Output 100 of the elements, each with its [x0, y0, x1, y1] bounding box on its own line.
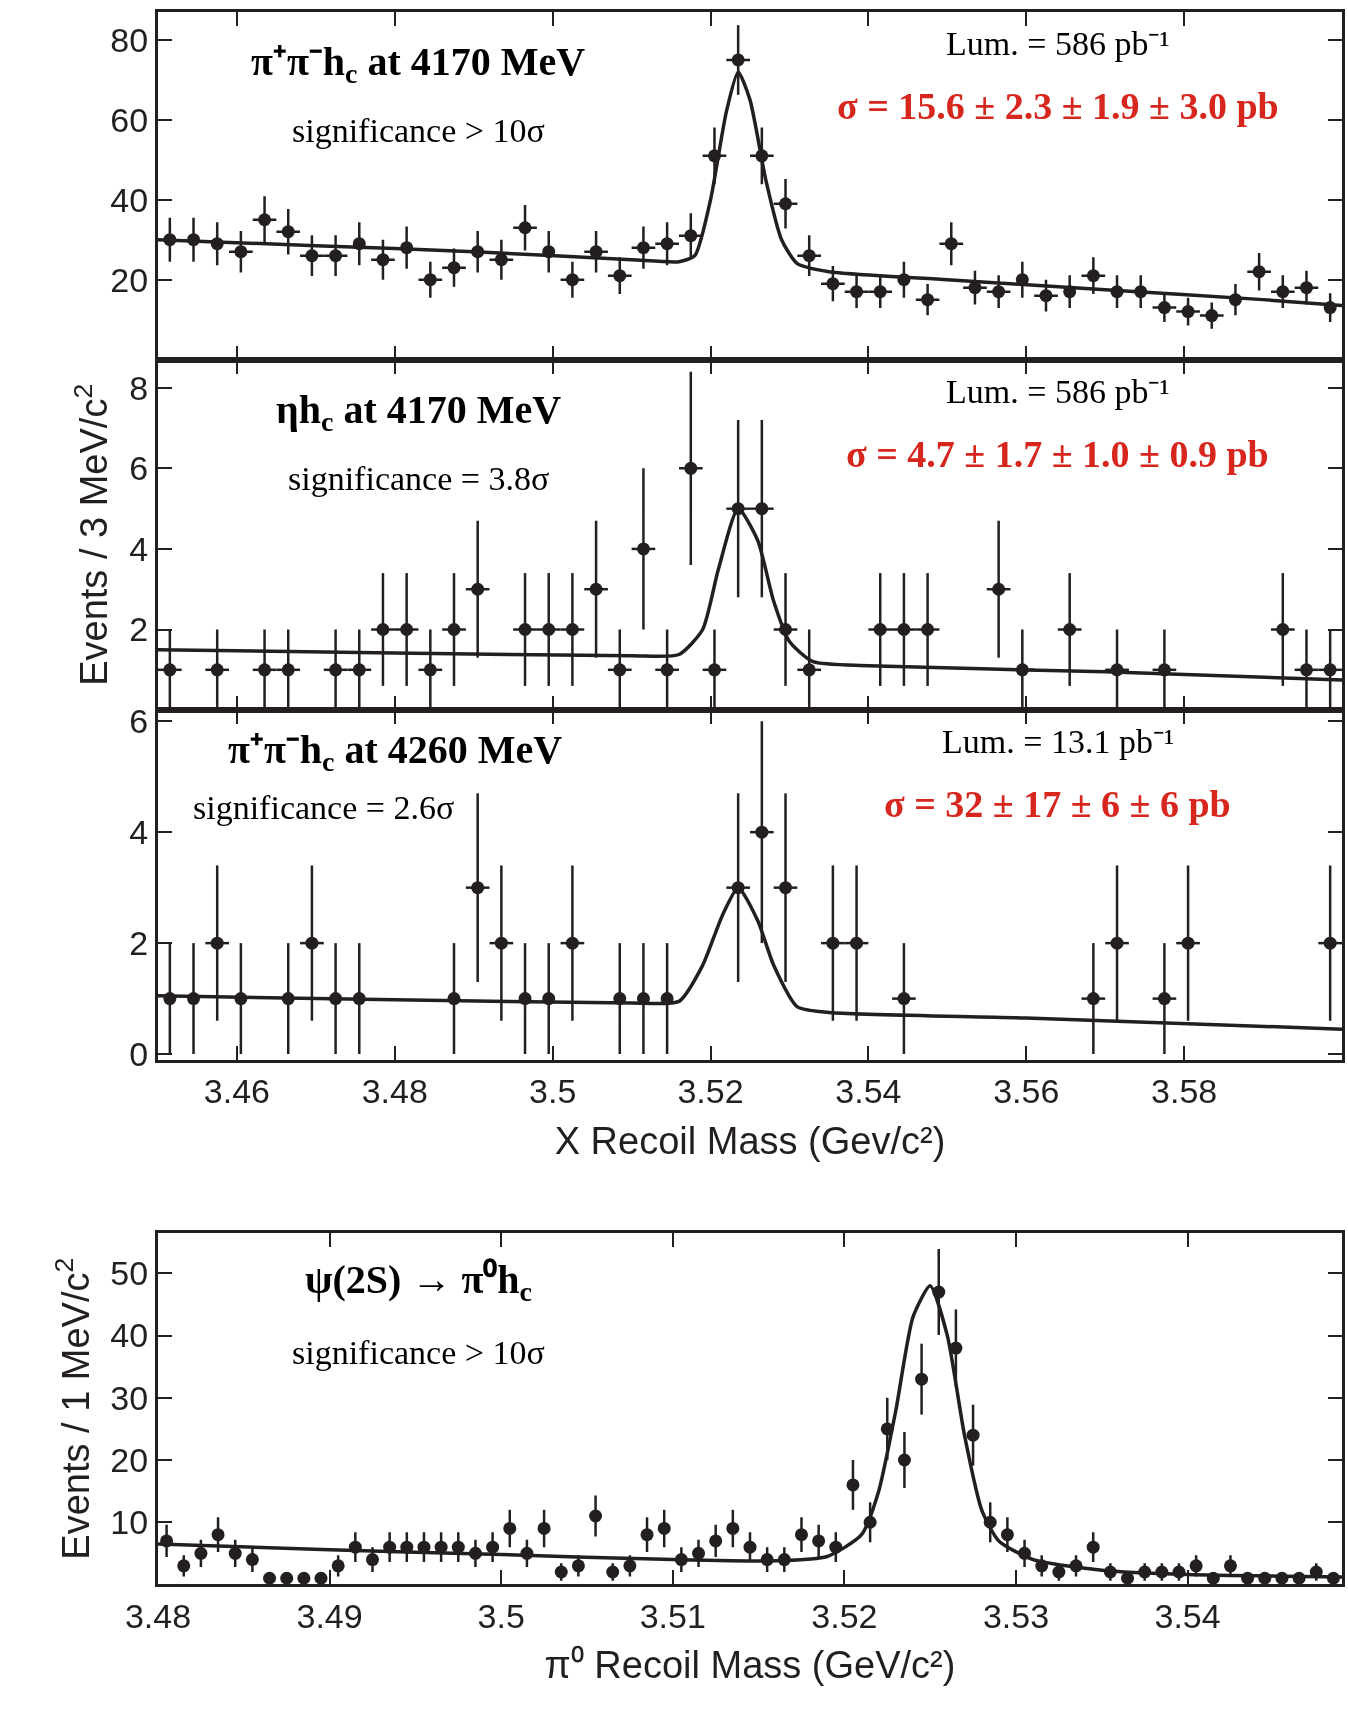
point — [1134, 285, 1148, 299]
point — [731, 53, 745, 67]
point — [1299, 663, 1313, 677]
point — [707, 149, 721, 163]
point — [447, 261, 461, 275]
y-tick-label: 2 — [129, 924, 149, 963]
point — [187, 992, 201, 1006]
annotation: Lum. = 586 pb⁻¹ — [946, 25, 1170, 62]
point — [565, 623, 579, 637]
annotation: significance > 10σ — [292, 1334, 545, 1371]
point — [684, 229, 698, 243]
point — [565, 936, 579, 950]
annotation: π⁺π⁻h$_{c}$ at 4170 MeV — [251, 39, 586, 90]
point — [1039, 289, 1053, 303]
point — [234, 992, 248, 1006]
point — [494, 936, 508, 950]
point — [352, 237, 366, 251]
point — [944, 237, 958, 251]
point — [802, 663, 816, 677]
point — [352, 663, 366, 677]
point — [921, 623, 935, 637]
y-tick-label: 4 — [129, 813, 149, 852]
point — [826, 936, 840, 950]
point — [305, 936, 319, 950]
y-tick-label: 2 — [129, 610, 149, 649]
point — [1299, 281, 1313, 295]
point — [589, 245, 603, 259]
y-tick-label: 20 — [110, 1440, 149, 1479]
point — [992, 285, 1006, 299]
point — [1086, 992, 1100, 1006]
x-tick-label: 3.46 — [203, 1072, 271, 1111]
point — [589, 582, 603, 596]
point — [755, 502, 769, 516]
point — [613, 663, 627, 677]
x-tick-label: 3.49 — [296, 1597, 363, 1636]
point — [542, 245, 556, 259]
point — [731, 502, 745, 516]
point — [779, 623, 793, 637]
x-axis-title: X Recoil Mass (Gev/c²) — [554, 1119, 946, 1162]
point — [518, 221, 532, 235]
point — [542, 623, 556, 637]
point — [447, 623, 461, 637]
point — [1228, 293, 1242, 307]
point — [258, 663, 272, 677]
y-tick-label: 10 — [110, 1503, 149, 1542]
point — [802, 249, 816, 263]
point — [992, 582, 1006, 596]
y-tick-label: 6 — [129, 702, 149, 741]
point — [1276, 285, 1290, 299]
point — [518, 992, 532, 1006]
x-tick-label: 3.53 — [982, 1597, 1050, 1636]
point — [755, 825, 769, 839]
point — [1323, 301, 1337, 315]
point — [234, 245, 248, 259]
point — [329, 663, 343, 677]
point — [281, 992, 295, 1006]
point — [731, 881, 745, 895]
point — [660, 237, 674, 251]
y-tick-label: 6 — [129, 449, 149, 488]
point — [613, 992, 627, 1006]
point — [258, 213, 272, 227]
point — [873, 623, 887, 637]
point — [471, 881, 485, 895]
y-tick-label: 0 — [129, 1035, 149, 1073]
point — [897, 623, 911, 637]
point — [281, 225, 295, 239]
annotation: Lum. = 586 pb⁻¹ — [946, 373, 1170, 410]
point — [210, 237, 224, 251]
point — [518, 623, 532, 637]
point — [1110, 936, 1124, 950]
point — [163, 233, 177, 247]
point — [1205, 309, 1219, 323]
x-tick-label: 3.54 — [1154, 1597, 1221, 1636]
x-tick-label: 3.56 — [993, 1072, 1060, 1111]
point — [921, 293, 935, 307]
annotation: significance = 2.6σ — [193, 789, 455, 826]
point — [1110, 285, 1124, 299]
annotation: significance > 10σ — [292, 112, 545, 149]
y-tick-label: 4 — [129, 529, 149, 568]
point — [565, 273, 579, 287]
point — [873, 285, 887, 299]
point — [684, 461, 698, 475]
point — [163, 663, 177, 677]
x-axis-title: π⁰ Recoil Mass (GeV/c²) — [544, 1644, 956, 1687]
point — [376, 623, 390, 637]
point — [660, 992, 674, 1006]
y-tick-label: 80 — [110, 20, 149, 59]
x-tick-label: 3.5 — [529, 1072, 577, 1111]
annotation: significance = 3.8σ — [288, 460, 550, 497]
point — [329, 992, 343, 1006]
point — [1063, 285, 1077, 299]
point — [423, 663, 437, 677]
point — [1181, 305, 1195, 319]
x-tick-label: 3.48 — [361, 1072, 428, 1111]
point — [542, 992, 556, 1006]
point — [1063, 623, 1077, 637]
point — [897, 273, 911, 287]
point — [660, 663, 674, 677]
point — [1181, 936, 1195, 950]
point — [707, 663, 721, 677]
